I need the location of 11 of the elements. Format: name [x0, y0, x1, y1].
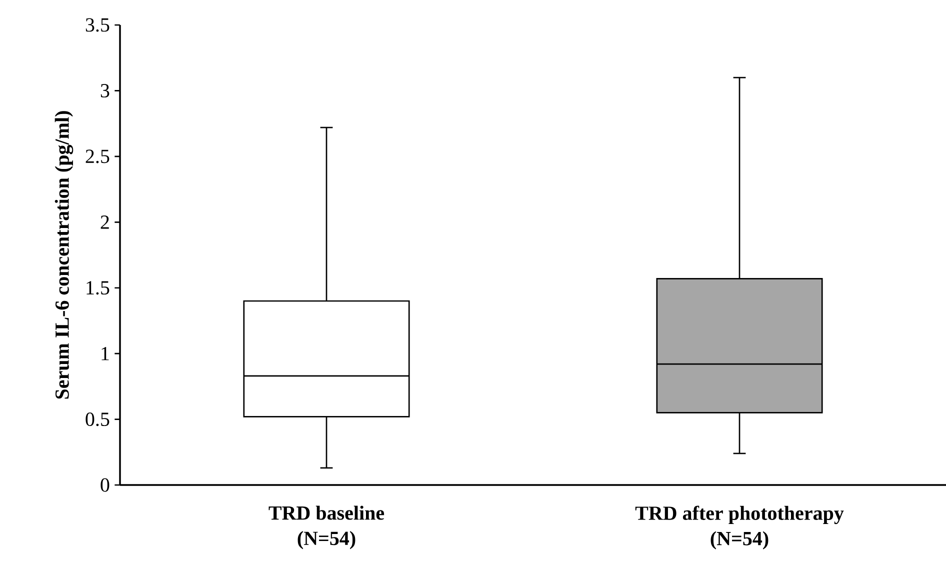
y-axis-title: Serum IL-6 concentration (pg/ml)	[54, 111, 74, 399]
x-tick-label: TRD after phototherapy (N=54)	[635, 506, 844, 550]
y-tick-label: 1.5	[86, 281, 110, 295]
y-tick-label: 0.5	[86, 412, 110, 426]
y-tick-label: 1	[102, 346, 109, 360]
y-tick-label: 0	[100, 478, 110, 492]
y-tick-label: 3.5	[86, 18, 110, 32]
y-tick-label: 2	[100, 216, 109, 229]
y-tick-label: 2.5	[86, 150, 110, 164]
y-tick-label: 3	[100, 84, 110, 98]
x-tick-label: TRD baseline (N=54)	[268, 506, 384, 550]
